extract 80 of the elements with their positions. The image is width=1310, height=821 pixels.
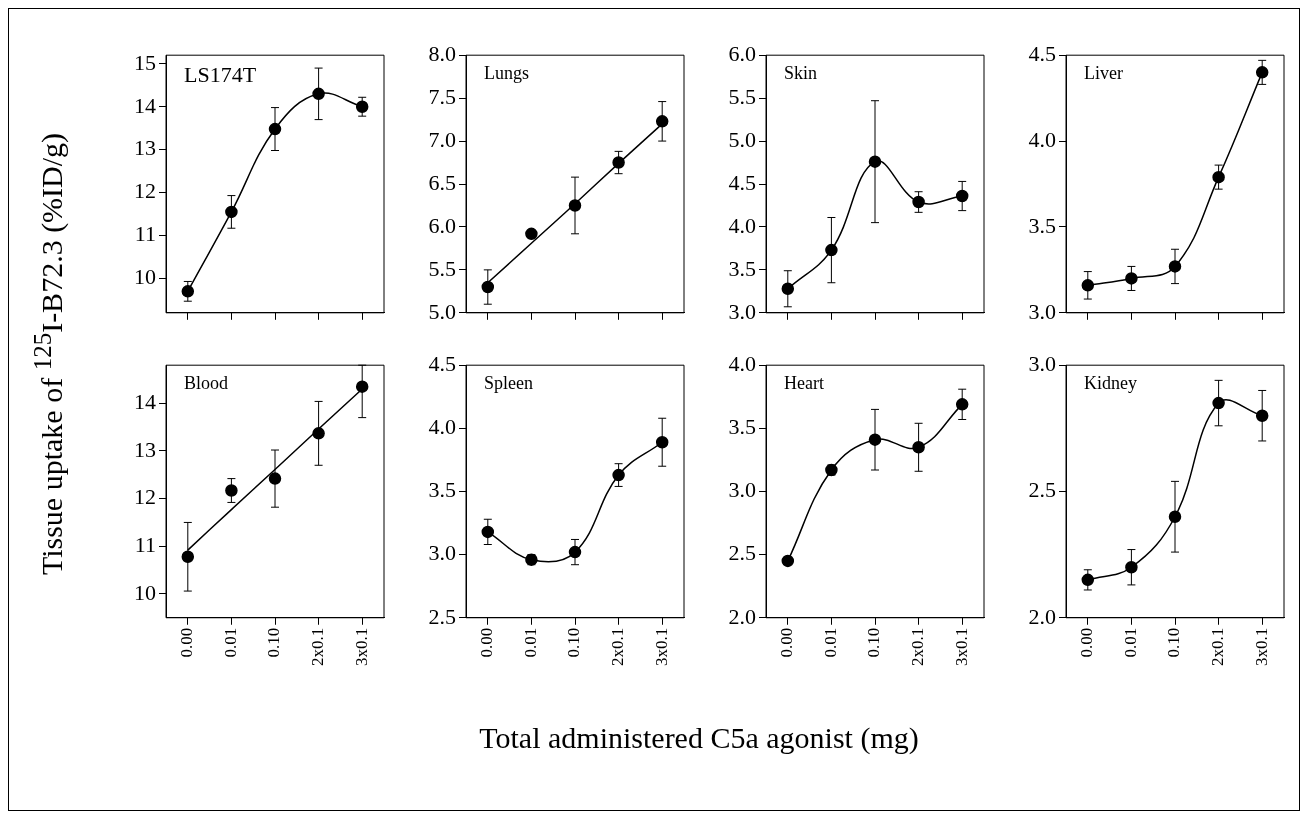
x-tick-label: 0.00 <box>477 627 497 658</box>
x-tick-label: 0.10 <box>864 627 884 658</box>
chart-title: LS174T <box>184 61 257 87</box>
x-tick-label: 0.00 <box>1077 627 1097 658</box>
y-tick-label: 7.5 <box>428 83 456 109</box>
y-tick-label: 13 <box>134 436 156 462</box>
y-tick-label: 6.5 <box>428 169 456 195</box>
chart-title: Liver <box>1084 62 1123 83</box>
y-tick-label: 8.0 <box>428 40 456 66</box>
y-tick-label: 3.0 <box>428 540 456 566</box>
chart-title: Kidney <box>1084 372 1137 393</box>
chart-title: Skin <box>784 62 818 83</box>
y-tick-label: 12 <box>134 484 156 510</box>
y-tick-label: 15 <box>134 49 156 75</box>
y-tick-label: 5.0 <box>728 126 756 152</box>
x-tick-label: 0.00 <box>777 627 797 658</box>
x-tick-label: 0.00 <box>177 627 197 658</box>
y-tick-label: 4.0 <box>1028 126 1056 152</box>
y-tick-label: 3.5 <box>728 255 756 281</box>
y-tick-label: 3.5 <box>428 477 456 503</box>
x-tick-label: 0.01 <box>220 627 240 658</box>
y-tick-label: 4.0 <box>428 414 456 440</box>
y-tick-label: 5.5 <box>428 255 456 281</box>
x-tick-label: 0.10 <box>1164 627 1184 658</box>
y-tick-label: 14 <box>134 92 156 118</box>
point <box>1212 396 1225 410</box>
x-tick-label: 3x0.1 <box>951 627 971 666</box>
x-tick-label: 0.01 <box>520 627 540 658</box>
x-tick-label: 2x0.1 <box>1208 627 1228 666</box>
x-tick-label: 0.01 <box>1120 627 1140 658</box>
y-tick-label: 6.0 <box>428 212 456 238</box>
y-tick-label: 11 <box>134 221 156 247</box>
y-tick-label: 10 <box>134 264 156 290</box>
y-tick-label: 2.0 <box>1028 603 1056 629</box>
point <box>781 554 795 568</box>
x-tick-label: 2x0.1 <box>608 627 628 666</box>
chart-title: Spleen <box>484 372 533 393</box>
x-axis-title: Total administered C5a agonist (mg) <box>479 721 919 755</box>
x-tick-label: 0.10 <box>564 627 584 658</box>
y-tick-label: 3.5 <box>1028 212 1056 238</box>
y-tick-label: 3.0 <box>1028 298 1056 324</box>
y-tick-label: 12 <box>134 178 156 204</box>
chart-title: Blood <box>184 372 229 393</box>
y-tick-label: 3.0 <box>728 298 756 324</box>
y-tick-label: 2.5 <box>428 603 456 629</box>
y-tick-label: 2.0 <box>728 603 756 629</box>
y-tick-label: 4.5 <box>728 169 756 195</box>
y-tick-label: 2.5 <box>728 540 756 566</box>
y-tick-label: 5.0 <box>428 298 456 324</box>
y-tick-label: 11 <box>134 532 156 558</box>
y-tick-label: 6.0 <box>728 40 756 66</box>
y-tick-label: 4.5 <box>428 350 456 376</box>
y-tick-label: 3.0 <box>728 477 756 503</box>
x-tick-label: 2x0.1 <box>908 627 928 666</box>
y-tick-label: 7.0 <box>428 126 456 152</box>
y-tick-label: 3.5 <box>728 414 756 440</box>
y-tick-label: 5.5 <box>728 83 756 109</box>
x-tick-label: 3x0.1 <box>1251 627 1271 666</box>
point <box>225 205 238 219</box>
x-tick-label: 0.01 <box>820 627 840 658</box>
x-tick-label: 3x0.1 <box>651 627 671 666</box>
chart-title: Heart <box>784 372 824 393</box>
y-tick-label: 4.0 <box>728 212 756 238</box>
y-tick-label: 4.5 <box>1028 40 1056 66</box>
x-tick-label: 3x0.1 <box>351 627 371 666</box>
point <box>1212 170 1225 184</box>
point <box>312 87 325 101</box>
point <box>525 227 538 241</box>
point <box>955 189 969 203</box>
y-tick-label: 3.0 <box>1028 350 1056 376</box>
chart-title: Lungs <box>484 62 529 83</box>
y-tick-label: 4.0 <box>728 350 756 376</box>
y-tick-label: 14 <box>134 389 156 415</box>
x-tick-label: 2x0.1 <box>308 627 328 666</box>
y-tick-label: 2.5 <box>1028 477 1056 503</box>
x-tick-label: 0.10 <box>264 627 284 658</box>
y-tick-label: 10 <box>134 579 156 605</box>
point <box>825 243 838 257</box>
y-tick-label: 13 <box>134 135 156 161</box>
point <box>1125 560 1138 574</box>
